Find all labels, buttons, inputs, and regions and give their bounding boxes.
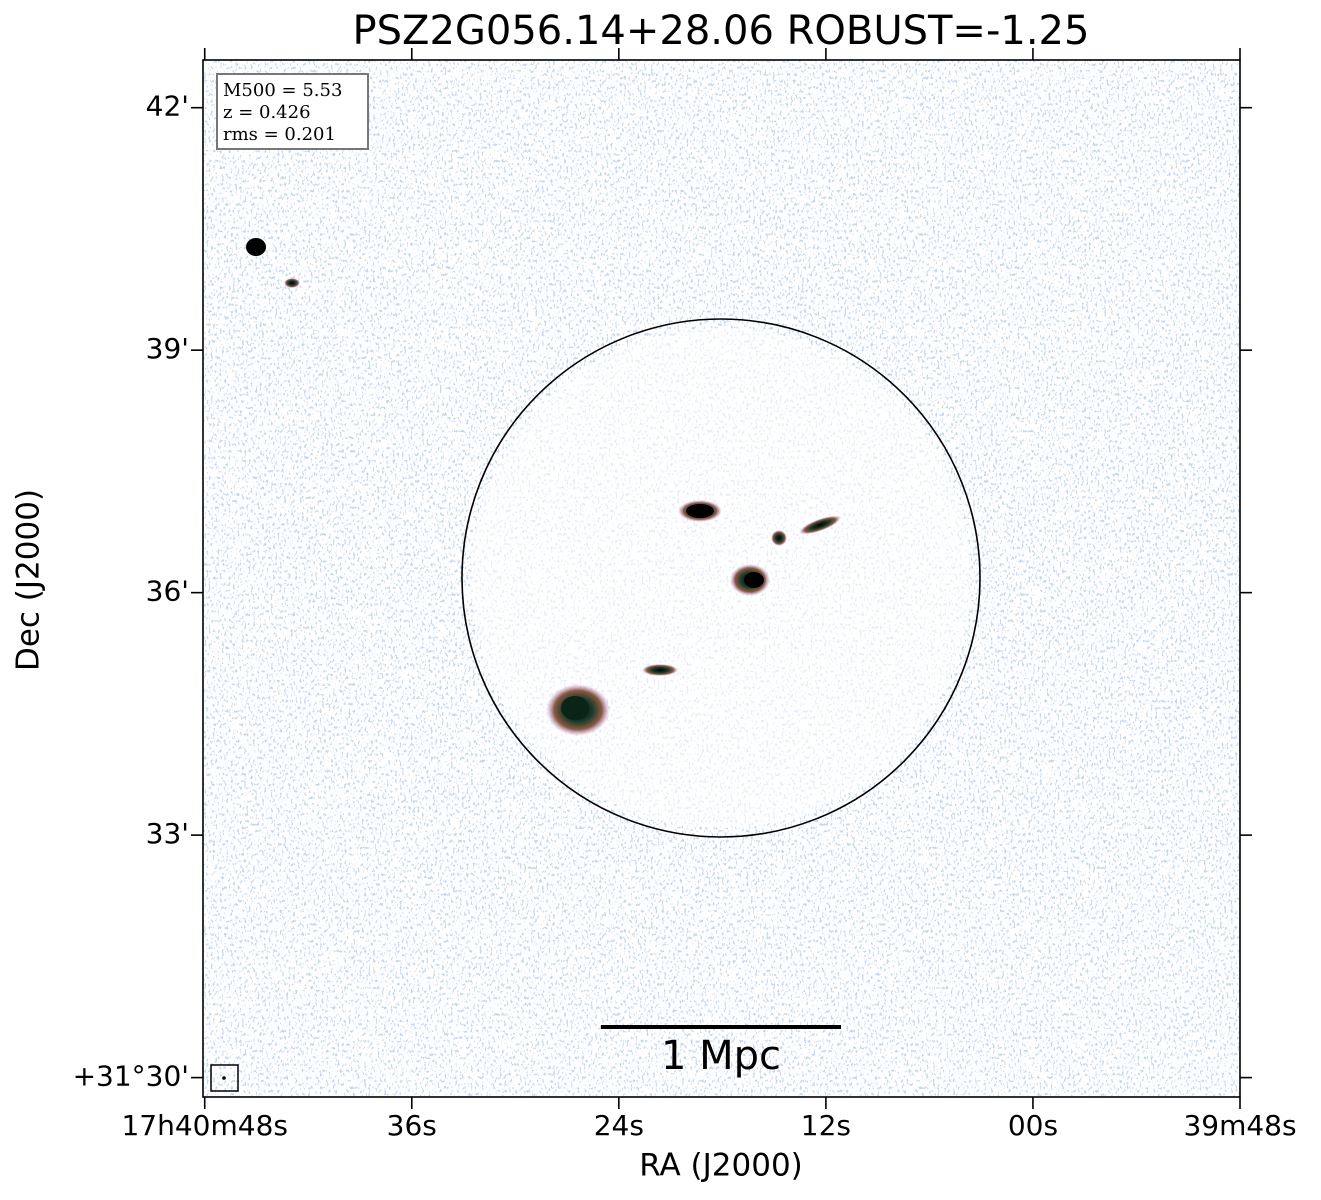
x-tick-label: 36s xyxy=(387,1109,437,1142)
r500-circle xyxy=(461,318,981,838)
x-axis-label: RA (J2000) xyxy=(639,1148,803,1184)
x-tick-label: 24s xyxy=(594,1109,644,1142)
image xyxy=(203,60,1240,1097)
y-tick-label: 39' xyxy=(146,332,189,365)
y-axis-label: Dec (J2000) xyxy=(11,489,47,671)
y-tick-label: +31°30' xyxy=(73,1060,189,1093)
x-tick-label: 17h40m48s xyxy=(121,1109,288,1142)
y-tick-label: 36' xyxy=(146,575,189,608)
scale-bar-label: 1 Mpc xyxy=(661,1033,781,1079)
chart-title: PSZ2G056.14+28.06 ROBUST=-1.25 xyxy=(353,8,1090,54)
annotation: rms = 0.201 xyxy=(223,124,336,145)
annotation: z = 0.426 xyxy=(223,102,311,123)
y-tick-label: 33' xyxy=(146,817,189,850)
plot-frame xyxy=(202,59,1241,1098)
beam xyxy=(222,1076,226,1080)
x-tick-label: 12s xyxy=(801,1109,851,1142)
x-tick-label: 00s xyxy=(1008,1109,1058,1142)
source xyxy=(246,238,266,256)
beam-box xyxy=(210,1064,239,1092)
info-box xyxy=(216,73,369,150)
y-tick-label: 42' xyxy=(146,90,189,123)
annotation: M500 = 5.53 xyxy=(223,80,342,101)
x-tick-label: 39m48s xyxy=(1183,1109,1296,1142)
